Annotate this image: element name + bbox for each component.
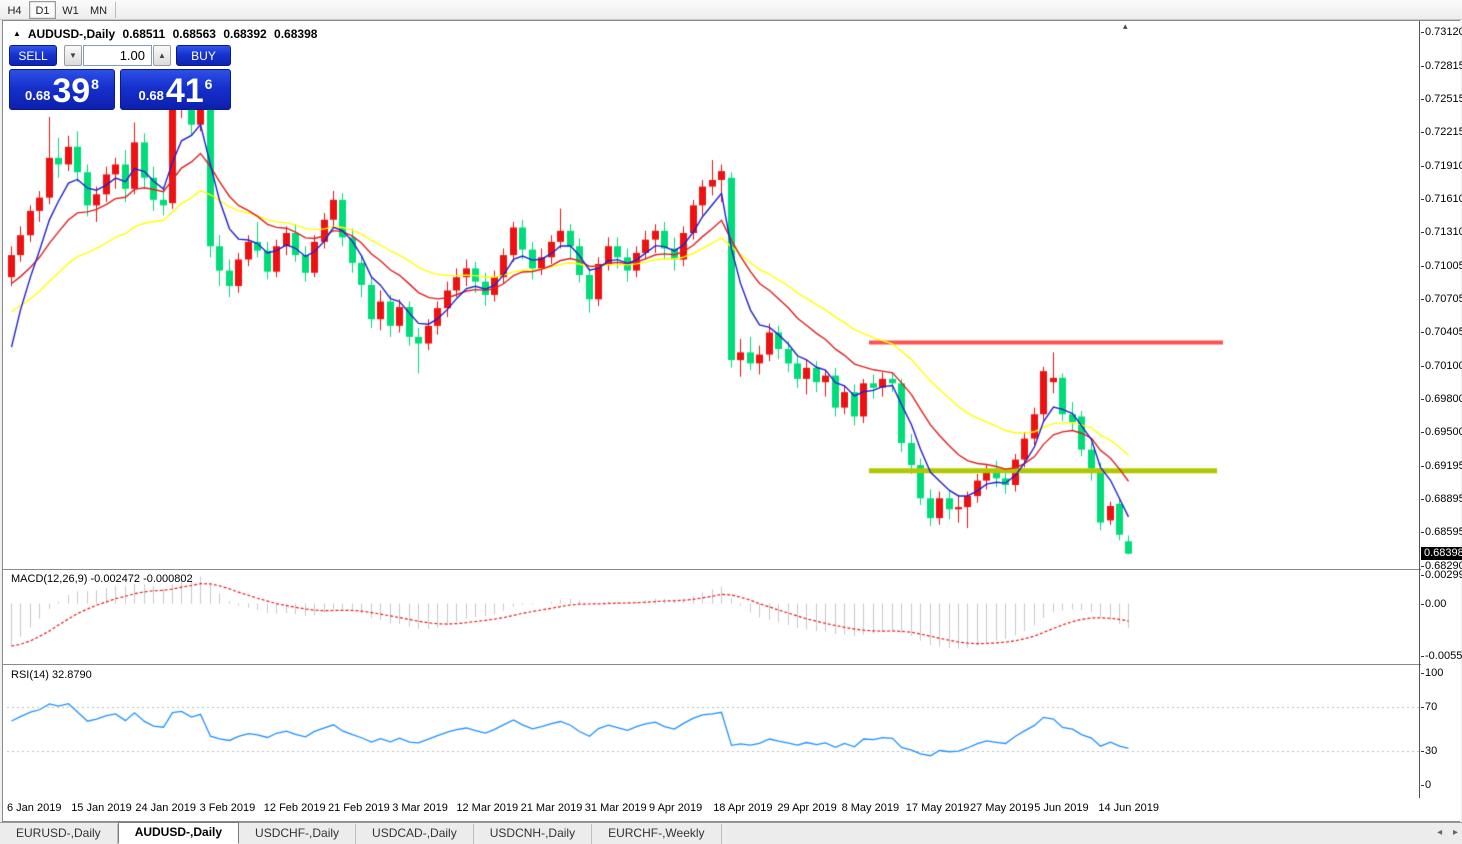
date-tick: 12 Feb 2019 (263, 802, 326, 814)
date-tick: 15 Jan 2019 (71, 802, 132, 814)
rsi-tick: 100 (1420, 667, 1444, 679)
close-value: 0.68398 (274, 27, 318, 41)
sell-price-button[interactable]: 0.68 39 8 (9, 69, 115, 110)
price-tick: 0.71910 (1421, 160, 1462, 172)
price-tick: 0.68290 (1421, 560, 1462, 572)
date-tick: 5 Jun 2019 (1034, 802, 1089, 814)
one-click-trading-panel: SELL ▼ ▲ BUY 0.68 39 8 0.68 41 6 (9, 45, 231, 131)
chart-tab-eurusddaily[interactable]: EURUSD-,Daily (0, 824, 118, 844)
rsi-label: RSI(14) 32.8790 (11, 669, 92, 681)
timeframe-button-h4[interactable]: H4 (7, 4, 22, 17)
date-tick: 3 Mar 2019 (392, 802, 448, 814)
price-tick: 0.70405 (1421, 326, 1462, 338)
macd-tick: -0.005514 (1421, 650, 1462, 662)
price-tick: 0.72515 (1421, 93, 1462, 105)
timeframe-toolbar: H4 D1 W1 MN (0, 0, 1462, 20)
volume-increase-icon[interactable]: ▲ (153, 45, 171, 66)
pane-divider[interactable] (3, 664, 1459, 665)
price-tick: 0.70100 (1421, 360, 1462, 372)
date-tick: 3 Feb 2019 (199, 802, 256, 814)
sell-price-main: 39 (52, 72, 91, 110)
price-tick: 0.71310 (1421, 226, 1462, 238)
price-tick: 0.69800 (1421, 393, 1462, 405)
price-tick: 0.71005 (1421, 260, 1462, 272)
pane-divider[interactable] (3, 569, 1459, 570)
date-tick: 27 May 2019 (970, 802, 1034, 814)
sell-price-prefix: 0.68 (25, 88, 51, 103)
chart-tab-audusddaily[interactable]: AUDUSD-,Daily (117, 822, 240, 844)
sell-price-pip: 8 (91, 76, 99, 92)
date-tick: 29 Apr 2019 (777, 802, 837, 814)
chart-shift-icon[interactable]: ▴ (1123, 21, 1128, 31)
collapse-panel-icon[interactable]: ▲ (13, 29, 21, 38)
chart-window: ▲ AUDUSD-,Daily 0.68511 0.68563 0.68392 … (2, 20, 1462, 822)
price-tick: 0.71610 (1421, 193, 1462, 205)
rsi-tick: 0 (1420, 779, 1432, 791)
date-tick: 21 Feb 2019 (328, 802, 390, 814)
buy-price-main: 41 (165, 72, 204, 110)
volume-decrease-icon[interactable]: ▼ (64, 45, 82, 66)
buy-button[interactable]: BUY (176, 45, 231, 66)
sell-button[interactable]: SELL (9, 45, 57, 66)
macd-label: MACD(12,26,9) -0.002472 -0.000802 (11, 573, 193, 585)
chart-tabbar: EURUSD-,Daily AUDUSD-,Daily USDCHF-,Daily U… (0, 822, 1462, 844)
price-tick: 0.72215 (1421, 126, 1462, 138)
price-tick: 0.69195 (1421, 460, 1462, 472)
chart-tab-usdchfdaily[interactable]: USDCHF-,Daily (239, 824, 357, 844)
macd-indicator-canvas[interactable] (7, 571, 1419, 663)
macd-value-1: -0.002472 (90, 573, 141, 585)
tab-scroll-controls: ◂ ▸ (1429, 827, 1458, 838)
date-tick: 17 May 2019 (905, 802, 970, 814)
price-tick: 0.70705 (1421, 293, 1462, 305)
current-price-tag: 0.68398 (1421, 546, 1462, 560)
date-tick: 8 May 2019 (841, 802, 900, 814)
timeframe-button-mn[interactable]: MN (89, 4, 108, 17)
macd-tick: 0.002997 (1421, 569, 1462, 581)
rsi-tick: 30 (1420, 745, 1438, 758)
chart-tab-usdcaddaily[interactable]: USDCAD-,Daily (356, 824, 474, 844)
chart-title: ▲ AUDUSD-,Daily 0.68511 0.68563 0.68392 … (13, 27, 321, 41)
volume-input[interactable] (83, 45, 152, 66)
tab-scroll-right-icon[interactable]: ▸ (1452, 827, 1458, 838)
macd-value-2: -0.000802 (143, 573, 193, 585)
price-tick: 0.73120 (1421, 26, 1462, 38)
timeframe-button-w1[interactable]: W1 (62, 4, 79, 17)
symbol-period-label: AUDUSD-,Daily (27, 27, 116, 41)
price-tick: 0.69500 (1421, 426, 1462, 438)
date-tick: 12 Mar 2019 (456, 802, 519, 814)
date-tick: 9 Apr 2019 (649, 802, 703, 814)
price-chart-canvas[interactable] (7, 23, 1419, 569)
date-tick: 6 Jan 2019 (7, 802, 62, 814)
rsi-value: 32.8790 (51, 669, 92, 681)
buy-price-button[interactable]: 0.68 41 6 (120, 69, 231, 110)
date-tick: 14 Jun 2019 (1098, 802, 1159, 814)
price-tick: 0.72815 (1421, 60, 1462, 72)
axis-border (1419, 21, 1420, 799)
high-value: 0.68563 (172, 27, 216, 41)
date-tick: 21 Mar 2019 (520, 802, 583, 814)
buy-price-prefix: 0.68 (138, 88, 164, 103)
tab-scroll-left-icon[interactable]: ◂ (1437, 827, 1443, 838)
toolbar-separator (115, 1, 116, 18)
date-tick: 24 Jan 2019 (135, 802, 196, 814)
chart-tab-usdcnhdaily[interactable]: USDCNH-,Daily (473, 824, 593, 844)
trade-panel-row2: 0.68 39 8 0.68 41 6 (9, 69, 231, 110)
price-tick: 0.68595 (1421, 526, 1462, 538)
price-axis: 0.73120 0.72815 0.72515 0.72215 0.71910 0.716… (1420, 21, 1462, 821)
timeframe-button-d1[interactable]: D1 (29, 0, 56, 19)
trade-panel-row1: SELL ▼ ▲ BUY (9, 45, 231, 67)
date-axis: 6 Jan 2019 15 Jan 2019 24 Jan 2019 3 Feb 20… (3, 798, 1459, 820)
buy-price-pip: 6 (204, 76, 213, 92)
low-value: 0.68392 (223, 27, 267, 41)
date-tick: 31 Mar 2019 (584, 802, 647, 814)
rsi-tick: 70 (1420, 700, 1438, 713)
price-tick: 0.68895 (1421, 493, 1462, 505)
open-value: 0.68511 (122, 27, 166, 41)
date-tick: 18 Apr 2019 (713, 802, 773, 814)
rsi-indicator-canvas[interactable] (7, 666, 1419, 798)
chart-tab-eurchfweekly[interactable]: EURCHF-,Weekly (592, 824, 722, 844)
macd-tick: 0.00 (1420, 597, 1447, 610)
